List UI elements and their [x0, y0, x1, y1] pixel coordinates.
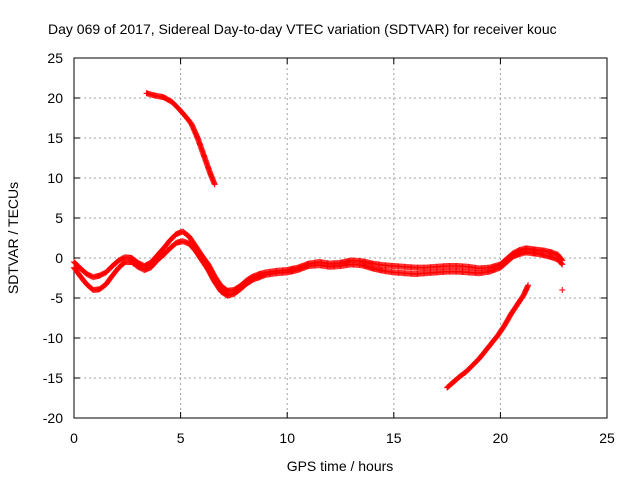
- y-tick-label: -10: [43, 330, 63, 346]
- data-points: [71, 90, 566, 391]
- y-tick-label: 10: [47, 170, 63, 186]
- y-tick-label: 15: [47, 130, 63, 146]
- trace-marker: [222, 286, 229, 293]
- y-tick-label: 20: [47, 90, 63, 106]
- y-tick-label: 0: [55, 250, 63, 266]
- x-tick-label: 15: [386, 430, 402, 446]
- trace-marker: [524, 283, 531, 290]
- x-axis-label: GPS time / hours: [287, 458, 394, 474]
- trace-marker: [88, 273, 95, 280]
- x-tick-label: 0: [70, 430, 78, 446]
- plot-border: [73, 57, 608, 419]
- trace-marker: [88, 285, 95, 292]
- trace-marker: [558, 260, 565, 267]
- x-tick-label: 10: [279, 430, 295, 446]
- chart-title: Day 069 of 2017, Sidereal Day-to-day VTE…: [48, 21, 557, 37]
- trace-marker: [120, 255, 127, 262]
- y-tick-label: -5: [51, 290, 64, 306]
- y-tick-label: -20: [43, 410, 63, 426]
- trace-marker: [557, 259, 564, 266]
- trace-marker: [211, 180, 218, 187]
- x-tick-label: 20: [493, 430, 509, 446]
- x-tick-labels: 0 5 10 15 20 25: [70, 430, 615, 446]
- series-isolated-point-point: [559, 287, 566, 293]
- trace-marker: [222, 291, 229, 298]
- x-tick-label: 25: [599, 430, 615, 446]
- grid-lines: [74, 58, 607, 418]
- y-axis-label: SDTVAR / TECUs: [5, 182, 21, 294]
- x-tick-label: 5: [177, 430, 185, 446]
- y-tick-label: -15: [43, 370, 63, 386]
- trace-marker: [120, 260, 127, 267]
- y-tick-label: 25: [47, 50, 63, 66]
- y-tick-label: 5: [55, 210, 63, 226]
- y-tick-labels: -20 -15 -10 -5 0 5 10 15 20 25: [43, 50, 63, 426]
